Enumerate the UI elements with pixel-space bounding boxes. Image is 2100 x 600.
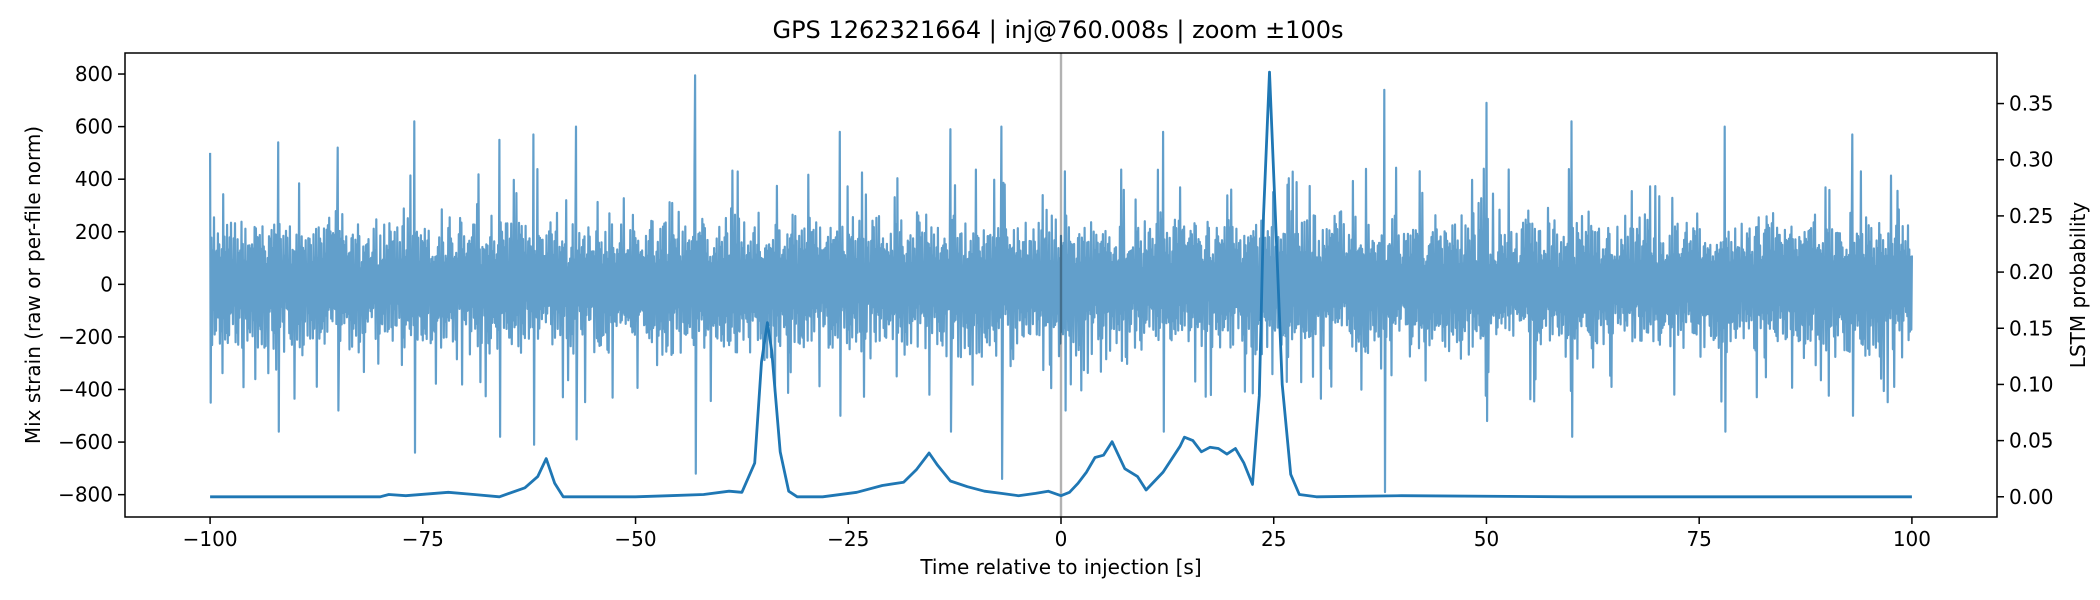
y-tick-label: 400: [75, 167, 113, 191]
axes-frame: [124, 52, 1998, 518]
y-tick-label: −400: [58, 377, 113, 401]
y2-tick-label: 0.15: [2009, 316, 2054, 340]
x-tick-label: 0: [1055, 527, 1068, 551]
x-tick-label: 25: [1261, 527, 1286, 551]
x-tick-label: 100: [1893, 527, 1931, 551]
chart-title: GPS 1262321664 | inj@760.008s | zoom ±10…: [772, 16, 1343, 44]
x-tick-label: −100: [183, 527, 238, 551]
y2-tick-label: 0.10: [2009, 372, 2054, 396]
y-tick-label: 600: [75, 115, 113, 139]
y-tick-label: 0: [100, 272, 113, 296]
y2-tick-label: 0.05: [2009, 429, 2054, 453]
y2-tick-label: 0.30: [2009, 148, 2054, 172]
y-axis-left: −800 −600 −400 −200 0 200 400 600 800: [58, 62, 125, 507]
y-tick-label: 800: [75, 62, 113, 86]
x-axis: −100 −75 −50 −25 0 25 50 75 100: [183, 517, 1931, 551]
series-mix-strain: [209, 74, 1913, 494]
x-tick-label: −25: [827, 527, 869, 551]
y2-tick-label: 0.25: [2009, 204, 2054, 228]
y-axis-label: Mix strain (raw or per-file norm): [21, 126, 45, 444]
y-tick-label: −800: [58, 483, 113, 507]
y2-tick-label: 0.20: [2009, 260, 2054, 284]
x-tick-label: 75: [1686, 527, 1711, 551]
y-tick-label: 200: [75, 220, 113, 244]
series-lstm-probability: [210, 70, 1912, 499]
y2-axis-label: LSTM probability: [2066, 202, 2090, 369]
y2-tick-label: 0.00: [2009, 485, 2054, 509]
x-axis-label: Time relative to injection [s]: [919, 555, 1201, 579]
x-tick-label: −75: [402, 527, 444, 551]
x-tick-label: −50: [614, 527, 656, 551]
y2-tick-label: 0.35: [2009, 92, 2054, 116]
y-tick-label: −600: [58, 430, 113, 454]
plot-area: [209, 53, 1913, 517]
y-axis-right: 0.00 0.05 0.10 0.15 0.20 0.25 0.30 0.35: [1997, 92, 2054, 509]
y-tick-label: −200: [58, 325, 113, 349]
x-tick-label: 50: [1474, 527, 1499, 551]
